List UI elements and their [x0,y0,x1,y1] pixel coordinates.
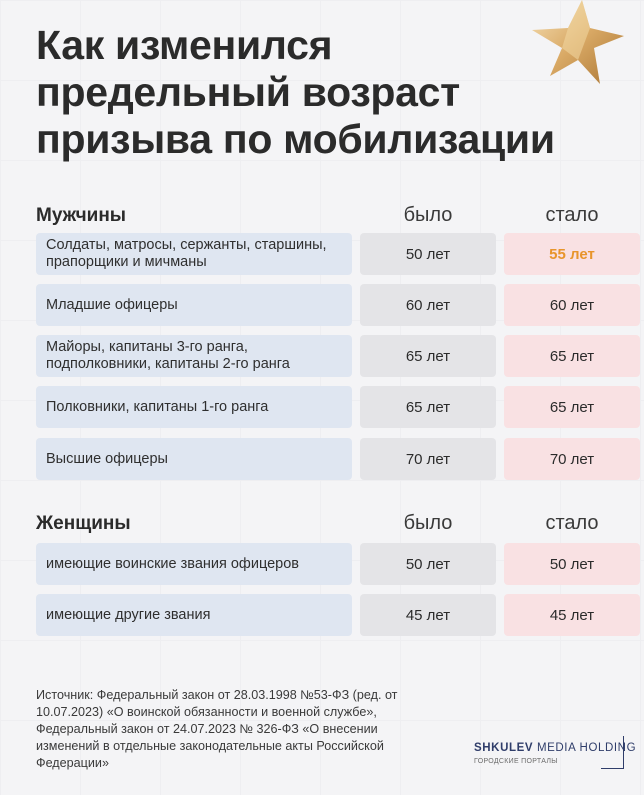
age-was: 70 лет [360,438,496,480]
source-note: Источник: Федеральный закон от 28.03.199… [36,688,398,770]
age-was: 50 лет [360,543,496,585]
age-now: 60 лет [504,284,640,326]
table-row: Младшие офицеры 60 лет 60 лет [36,284,640,326]
table-row: Высшие офицеры 70 лет 70 лет [36,438,640,480]
table-row: Майоры, капитаны 3-го ранга, подполковни… [36,335,640,377]
table-row: Полковники, капитаны 1-го ранга 65 лет 6… [36,386,640,428]
brand-logo: SHKULEV MEDIA HOLDING ГОРОДСКИЕ ПОРТАЛЫ [474,736,636,776]
logo-subtitle: ГОРОДСКИЕ ПОРТАЛЫ [474,758,558,765]
age-was: 45 лет [360,594,496,636]
page-title: Как изменился предельный возраст призыва… [36,22,555,163]
rank-label: Майоры, капитаны 3-го ранга, подполковни… [36,335,352,377]
logo-brand-thin: MEDIA HOLDING [536,742,637,754]
table-row: имеющие воинские звания офицеров 50 лет … [36,543,640,585]
column-header-was: было [403,204,453,226]
title-line: призыва по мобилизации [36,116,555,162]
section-title: Женщины [36,513,131,534]
section-title: Мужчины [36,205,127,226]
section-header-women: Женщины было стало [36,508,612,538]
age-was: 65 лет [360,335,496,377]
table-row: Солдаты, матросы, сержанты, старшины, пр… [36,233,640,275]
rank-label: Солдаты, матросы, сержанты, старшины, пр… [36,233,352,275]
logo-corner-mark [601,736,624,769]
rank-label: Младшие офицеры [36,284,352,326]
age-now: 65 лет [504,335,640,377]
column-header-now: стало [545,204,599,226]
age-now: 45 лет [504,594,640,636]
age-now: 65 лет [504,386,640,428]
age-now-highlighted: 55 лет [504,233,640,275]
age-was: 65 лет [360,386,496,428]
age-was: 50 лет [360,233,496,275]
title-line: Как изменился [36,22,333,68]
section-header-men: Мужчины было стало [36,200,612,230]
age-now: 70 лет [504,438,640,480]
column-header-now: стало [545,512,599,534]
rank-label: Высшие офицеры [36,438,352,480]
table-row: имеющие другие звания 45 лет 45 лет [36,594,640,636]
rank-label: имеющие другие звания [36,594,352,636]
gold-star-decoration [532,0,624,84]
column-header-was: было [403,512,453,534]
logo-brand-text: SHKULEV MEDIA HOLDING [474,742,636,754]
title-line: предельный возраст [36,69,460,115]
age-now: 50 лет [504,543,640,585]
rank-label: Полковники, капитаны 1-го ранга [36,386,352,428]
age-was: 60 лет [360,284,496,326]
rank-label: имеющие воинские звания офицеров [36,543,352,585]
logo-brand-bold: SHKULEV [474,742,534,754]
